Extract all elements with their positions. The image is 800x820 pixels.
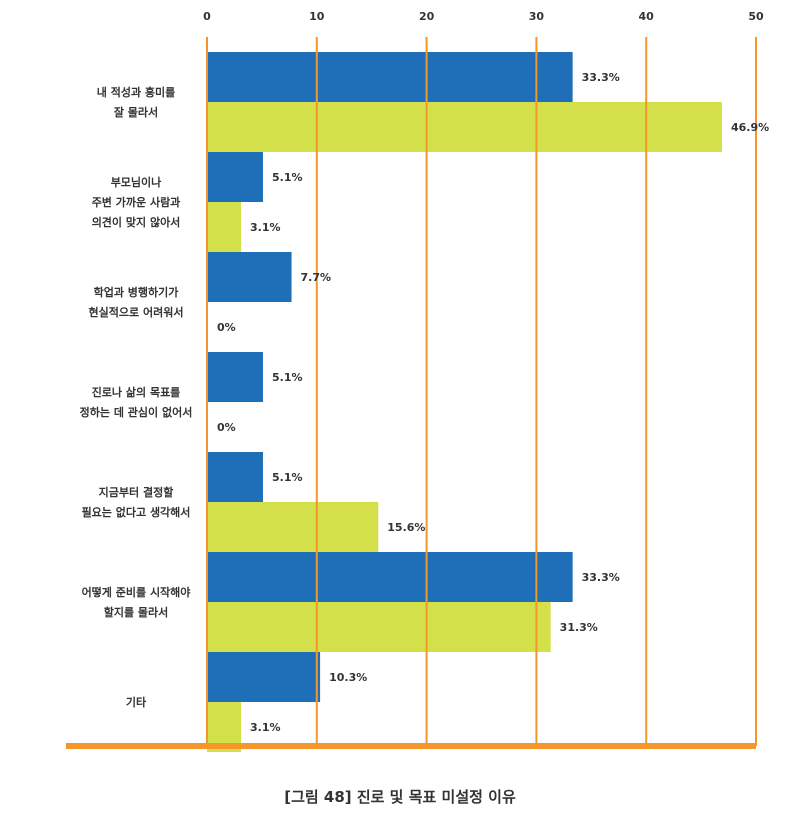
category-label: 기타 bbox=[126, 695, 147, 709]
category-label: 부모님이나 주변 가까운 사람과 의견이 맞지 않아서 bbox=[92, 175, 181, 229]
category-label: 어떻게 준비를 시작해야 할지를 몰라서 bbox=[82, 585, 191, 619]
bar bbox=[207, 352, 263, 402]
bar bbox=[207, 452, 263, 502]
bars-layer bbox=[207, 52, 722, 752]
value-labels: 33.3% 46.9% 5.1% 3.1% 7.7% 0% 5.1% 0% 5.1% 15.6% 3… bbox=[217, 71, 769, 734]
tick-label: 40 bbox=[639, 10, 655, 23]
bar bbox=[207, 202, 242, 252]
data-label: 33.3% bbox=[582, 71, 620, 84]
data-label: 5.1% bbox=[272, 171, 303, 184]
bar bbox=[207, 252, 292, 302]
category-label: 학업과 병행하기가 현실적으로 어려워서 bbox=[89, 285, 184, 319]
data-label: 3.1% bbox=[250, 721, 281, 734]
data-label: 0% bbox=[217, 321, 236, 334]
bar bbox=[207, 502, 379, 552]
figure-caption: [그림 48] 진로 및 목표 미설정 이유 bbox=[284, 788, 516, 806]
tick-label: 10 bbox=[309, 10, 325, 23]
bar bbox=[207, 652, 321, 702]
data-label: 31.3% bbox=[560, 621, 598, 634]
bar bbox=[207, 602, 551, 652]
category-label: 내 적성과 흥미를 잘 몰라서 bbox=[97, 85, 176, 119]
data-label: 10.3% bbox=[329, 671, 367, 684]
data-label: 15.6% bbox=[387, 521, 425, 534]
bar bbox=[207, 52, 573, 102]
bar bbox=[207, 152, 263, 202]
tick-labels: 0 10 20 30 40 50 bbox=[203, 10, 764, 23]
data-label: 3.1% bbox=[250, 221, 281, 234]
tick-label: 0 bbox=[203, 10, 211, 23]
data-label: 5.1% bbox=[272, 471, 303, 484]
data-label: 5.1% bbox=[272, 371, 303, 384]
bar bbox=[207, 102, 722, 152]
data-label: 33.3% bbox=[582, 571, 620, 584]
data-label: 46.9% bbox=[731, 121, 769, 134]
category-label: 지금부터 결정할 필요는 없다고 생각해서 bbox=[82, 485, 191, 519]
bottom-axis-line bbox=[66, 743, 756, 749]
data-label: 7.7% bbox=[301, 271, 332, 284]
bar bbox=[207, 552, 573, 602]
category-label: 진로나 삶의 목표를 정하는 데 관심이 없어서 bbox=[80, 385, 193, 419]
data-label: 0% bbox=[217, 421, 236, 434]
gridlines bbox=[206, 37, 757, 746]
tick-label: 50 bbox=[748, 10, 764, 23]
tick-label: 20 bbox=[419, 10, 435, 23]
tick-label: 30 bbox=[529, 10, 545, 23]
